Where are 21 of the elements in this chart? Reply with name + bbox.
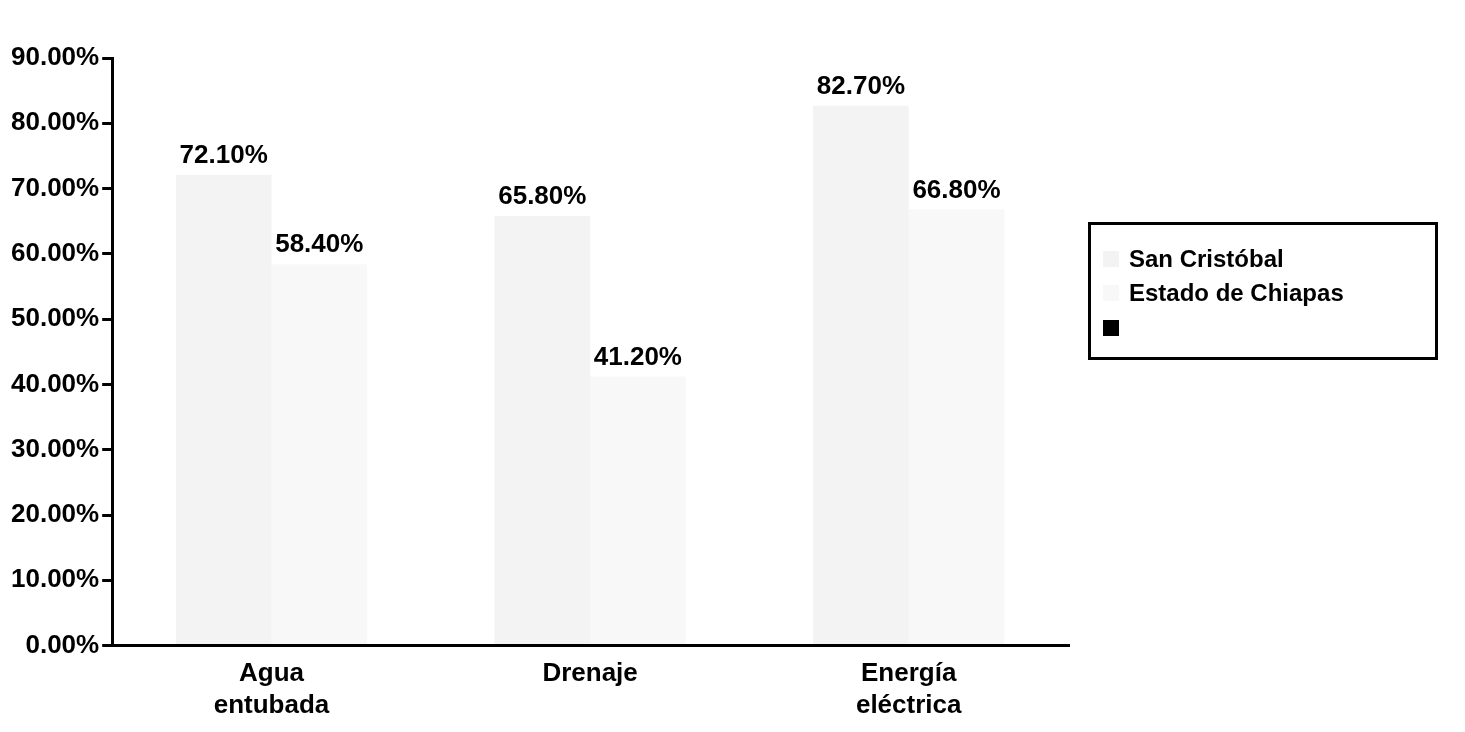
y-tick-label: 10.00% xyxy=(10,563,100,594)
data-label: 58.40% xyxy=(275,228,364,259)
y-tick-label: 40.00% xyxy=(10,367,100,398)
y-tick-label: 30.00% xyxy=(10,432,100,463)
data-label: 65.80% xyxy=(498,180,587,211)
legend-label: San Cristóbal xyxy=(1129,245,1284,273)
x-tick-label: Drenaje xyxy=(542,657,638,688)
data-label: 41.20% xyxy=(593,340,682,371)
data-label: 66.80% xyxy=(912,173,1001,204)
x-tick-label: Energía eléctrica xyxy=(855,657,962,719)
legend-label: Estado de Chiapas xyxy=(1129,279,1344,307)
y-tick-label: 20.00% xyxy=(10,498,100,529)
data-label: 82.70% xyxy=(816,69,905,100)
y-tick-label: 70.00% xyxy=(10,171,100,202)
x-tick-label: Agua entubada xyxy=(213,657,330,719)
y-tick-label: 0.00% xyxy=(25,628,100,659)
y-tick-label: 50.00% xyxy=(10,302,100,333)
data-label: 72.10% xyxy=(179,139,268,170)
y-tick-label: 60.00% xyxy=(10,237,100,268)
y-tick-label: 80.00% xyxy=(10,106,100,137)
y-tick-label: 90.00% xyxy=(10,41,100,72)
